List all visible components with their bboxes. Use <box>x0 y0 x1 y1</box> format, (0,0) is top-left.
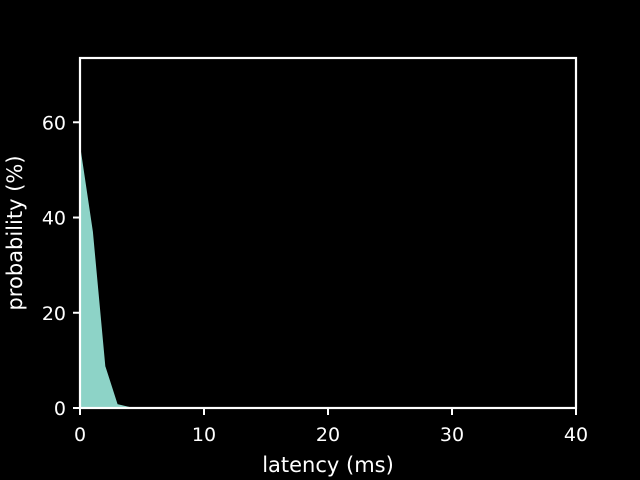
y-tick-label: 20 <box>42 303 66 325</box>
x-tick-label: 40 <box>564 424 588 446</box>
y-axis-label: probability (%) <box>3 155 27 310</box>
x-tick-label: 30 <box>440 424 464 446</box>
axis-ticks: 0 10 20 30 40 0 20 40 60 <box>42 112 588 446</box>
x-tick-label: 20 <box>316 424 340 446</box>
x-tick-label: 0 <box>74 424 86 446</box>
x-tick-label: 10 <box>192 424 216 446</box>
y-tick-label: 40 <box>42 208 66 230</box>
x-axis-label: latency (ms) <box>262 453 394 477</box>
y-tick-label: 60 <box>42 112 66 134</box>
y-tick-label: 0 <box>54 398 66 420</box>
